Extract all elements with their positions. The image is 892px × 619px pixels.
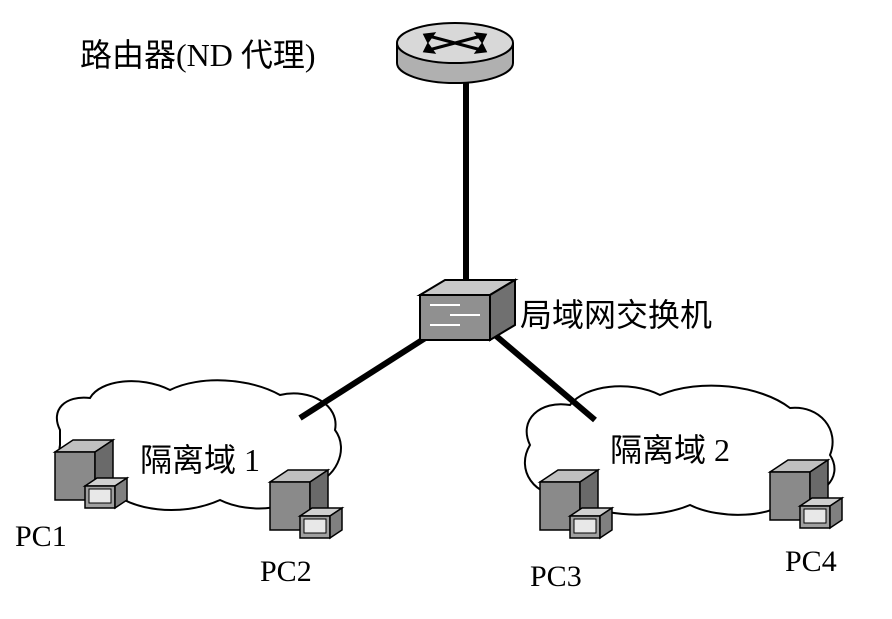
- switch-label: 局域网交换机: [520, 290, 712, 336]
- pc4-label: PC4: [785, 545, 837, 579]
- pc2-label: PC2: [260, 555, 312, 589]
- pc3-label: PC3: [530, 560, 582, 594]
- domain1-label: 隔离域 1: [140, 435, 260, 481]
- domain2-label: 隔离域 2: [610, 425, 730, 471]
- switch-icon: [420, 280, 515, 340]
- pc3-icon: [540, 470, 612, 538]
- pc2-icon: [270, 470, 342, 538]
- pc1-icon: [55, 440, 127, 508]
- pc4-icon: [770, 460, 842, 528]
- router-icon: [397, 23, 513, 83]
- router-label: 路由器(ND 代理): [80, 30, 316, 76]
- network-topology-svg: [0, 0, 892, 619]
- edge-switch-domain1: [300, 335, 430, 418]
- pc1-label: PC1: [15, 520, 67, 554]
